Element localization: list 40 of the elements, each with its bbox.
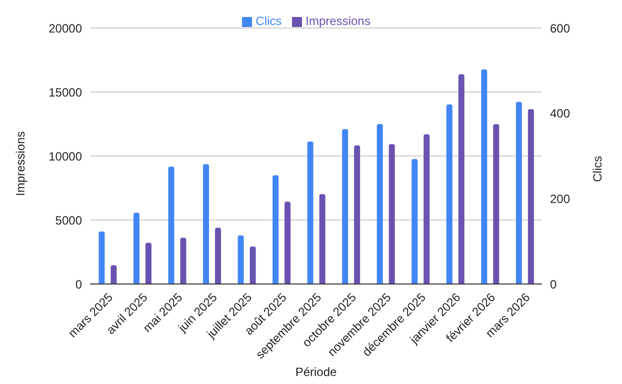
y-tick-label: 15000: [48, 85, 82, 100]
y2-tick-label: 600: [550, 21, 570, 36]
x-axis-title: Période: [295, 365, 337, 379]
bar: [424, 134, 430, 284]
bar: [307, 141, 314, 284]
bar: [516, 102, 522, 284]
bar: [180, 238, 186, 284]
bar: [493, 124, 500, 284]
bar: [388, 144, 395, 284]
bar: [446, 104, 452, 284]
bar: [110, 265, 117, 284]
bar: [481, 69, 488, 284]
bar: [203, 164, 209, 284]
bar: [412, 158, 418, 284]
y-tick-label: 5000: [55, 213, 82, 228]
bar: [342, 129, 348, 284]
y2-tick-label: 400: [550, 106, 570, 121]
bar: [215, 228, 221, 284]
bar: [238, 235, 244, 284]
bar: [272, 175, 279, 284]
y2-tick-label: 0: [550, 277, 557, 292]
bar: [133, 212, 140, 284]
y2-tick-label: 200: [550, 192, 570, 206]
y-tick-label: 0: [75, 277, 82, 292]
y-tick-label: 10000: [48, 149, 82, 164]
legend-label: Clics: [256, 14, 282, 28]
bar: [458, 74, 464, 284]
bar: [145, 242, 152, 284]
legend-label: Impressions: [306, 14, 370, 28]
bar: [168, 166, 174, 284]
bar: [528, 109, 534, 284]
y2-axis-title: Clics: [590, 156, 604, 182]
bar: [250, 246, 256, 284]
bar: [376, 124, 383, 284]
bar: [319, 194, 326, 284]
y-axis-title: Impressions: [13, 131, 28, 196]
bar: [354, 145, 360, 284]
bar: [98, 232, 105, 284]
y-tick-label: 20000: [48, 21, 82, 36]
bar: [284, 202, 291, 284]
